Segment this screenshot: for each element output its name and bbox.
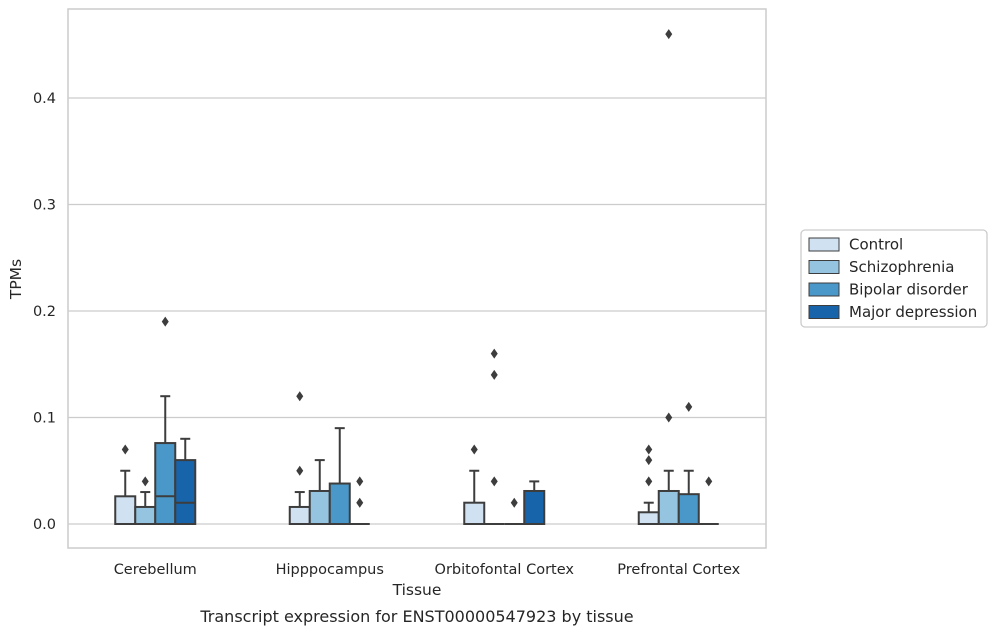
legend-entry: Schizophrenia bbox=[849, 258, 954, 276]
legend-box bbox=[800, 229, 988, 328]
box-body bbox=[114, 495, 137, 525]
outlier-point bbox=[470, 444, 478, 455]
x-tick-label: Prefrontal Cortex bbox=[617, 562, 740, 578]
outlier-point bbox=[356, 476, 364, 487]
outlier-point bbox=[356, 497, 364, 508]
legend-entry: Bipolar disorder bbox=[849, 281, 969, 299]
box-body bbox=[288, 505, 311, 525]
outlier-point bbox=[141, 476, 149, 487]
outlier-point bbox=[510, 497, 518, 508]
legend-entry: Control bbox=[849, 236, 903, 254]
box-body bbox=[174, 459, 197, 526]
box-body bbox=[657, 489, 680, 525]
y-tick-label: 0.4 bbox=[33, 91, 56, 107]
box-major-depression bbox=[523, 480, 546, 525]
box-bipolar-disorder bbox=[328, 427, 351, 525]
box-major-depression bbox=[349, 476, 370, 525]
box-bipolar-disorder bbox=[504, 497, 525, 525]
box-control bbox=[463, 444, 486, 526]
outlier-point bbox=[490, 369, 498, 380]
box-schizophrenia bbox=[484, 348, 505, 525]
legend-swatch bbox=[808, 237, 840, 252]
box-major-depression bbox=[174, 437, 197, 526]
outlier-point bbox=[645, 455, 653, 466]
legend-entry: Major depression bbox=[849, 303, 977, 321]
box-bipolar-disorder bbox=[677, 401, 700, 525]
chart-caption: Transcript expression for ENST0000054792… bbox=[199, 607, 633, 626]
boxes-layer bbox=[114, 29, 719, 526]
y-tick-labels: 0.0 0.1 0.2 0.3 0.4 bbox=[33, 91, 56, 533]
outlier-point bbox=[685, 401, 693, 412]
box-bipolar-disorder bbox=[154, 316, 177, 525]
box-major-depression bbox=[698, 476, 719, 525]
legend-swatch bbox=[808, 282, 840, 297]
box-body bbox=[328, 482, 351, 525]
outlier-point bbox=[296, 465, 304, 476]
box-body bbox=[677, 493, 700, 525]
x-tick-label: Cerebellum bbox=[114, 562, 197, 578]
y-tick-label: 0.2 bbox=[33, 304, 56, 320]
outlier-point bbox=[161, 316, 169, 327]
box-body bbox=[154, 442, 177, 525]
legend: Control Schizophrenia Bipolar disorder Majo… bbox=[800, 229, 988, 328]
box-body bbox=[637, 511, 660, 525]
x-tick-label: Hipppocampus bbox=[276, 562, 384, 578]
outlier-point bbox=[490, 476, 498, 487]
y-tick-label: 0.3 bbox=[33, 198, 56, 214]
y-axis-label: TPMs bbox=[7, 259, 25, 300]
box-control bbox=[637, 444, 660, 525]
box-body bbox=[523, 489, 546, 525]
legend-swatch bbox=[808, 260, 840, 274]
outlier-point bbox=[645, 444, 653, 455]
outlier-point bbox=[665, 29, 673, 40]
y-tick-label: 0.0 bbox=[33, 517, 56, 533]
outlier-point bbox=[705, 476, 713, 487]
box-body bbox=[308, 489, 331, 525]
plot-frame bbox=[67, 8, 767, 549]
box-body bbox=[134, 505, 157, 525]
legend-swatch bbox=[808, 305, 840, 319]
outlier-point bbox=[296, 391, 304, 402]
box-control bbox=[288, 391, 311, 525]
y-tick-label: 0.1 bbox=[33, 411, 56, 427]
outlier-point bbox=[490, 348, 498, 359]
outlier-point bbox=[121, 444, 129, 455]
x-tick-label: Orbitofontal Cortex bbox=[435, 562, 575, 578]
box-body bbox=[463, 501, 486, 526]
box-control bbox=[114, 444, 137, 525]
outlier-point bbox=[645, 476, 653, 487]
outlier-point bbox=[665, 412, 673, 423]
x-tick-labels: Cerebellum Hipppocampus Orbitofontal Corte… bbox=[114, 562, 741, 578]
x-axis-label: Tissue bbox=[392, 581, 442, 599]
